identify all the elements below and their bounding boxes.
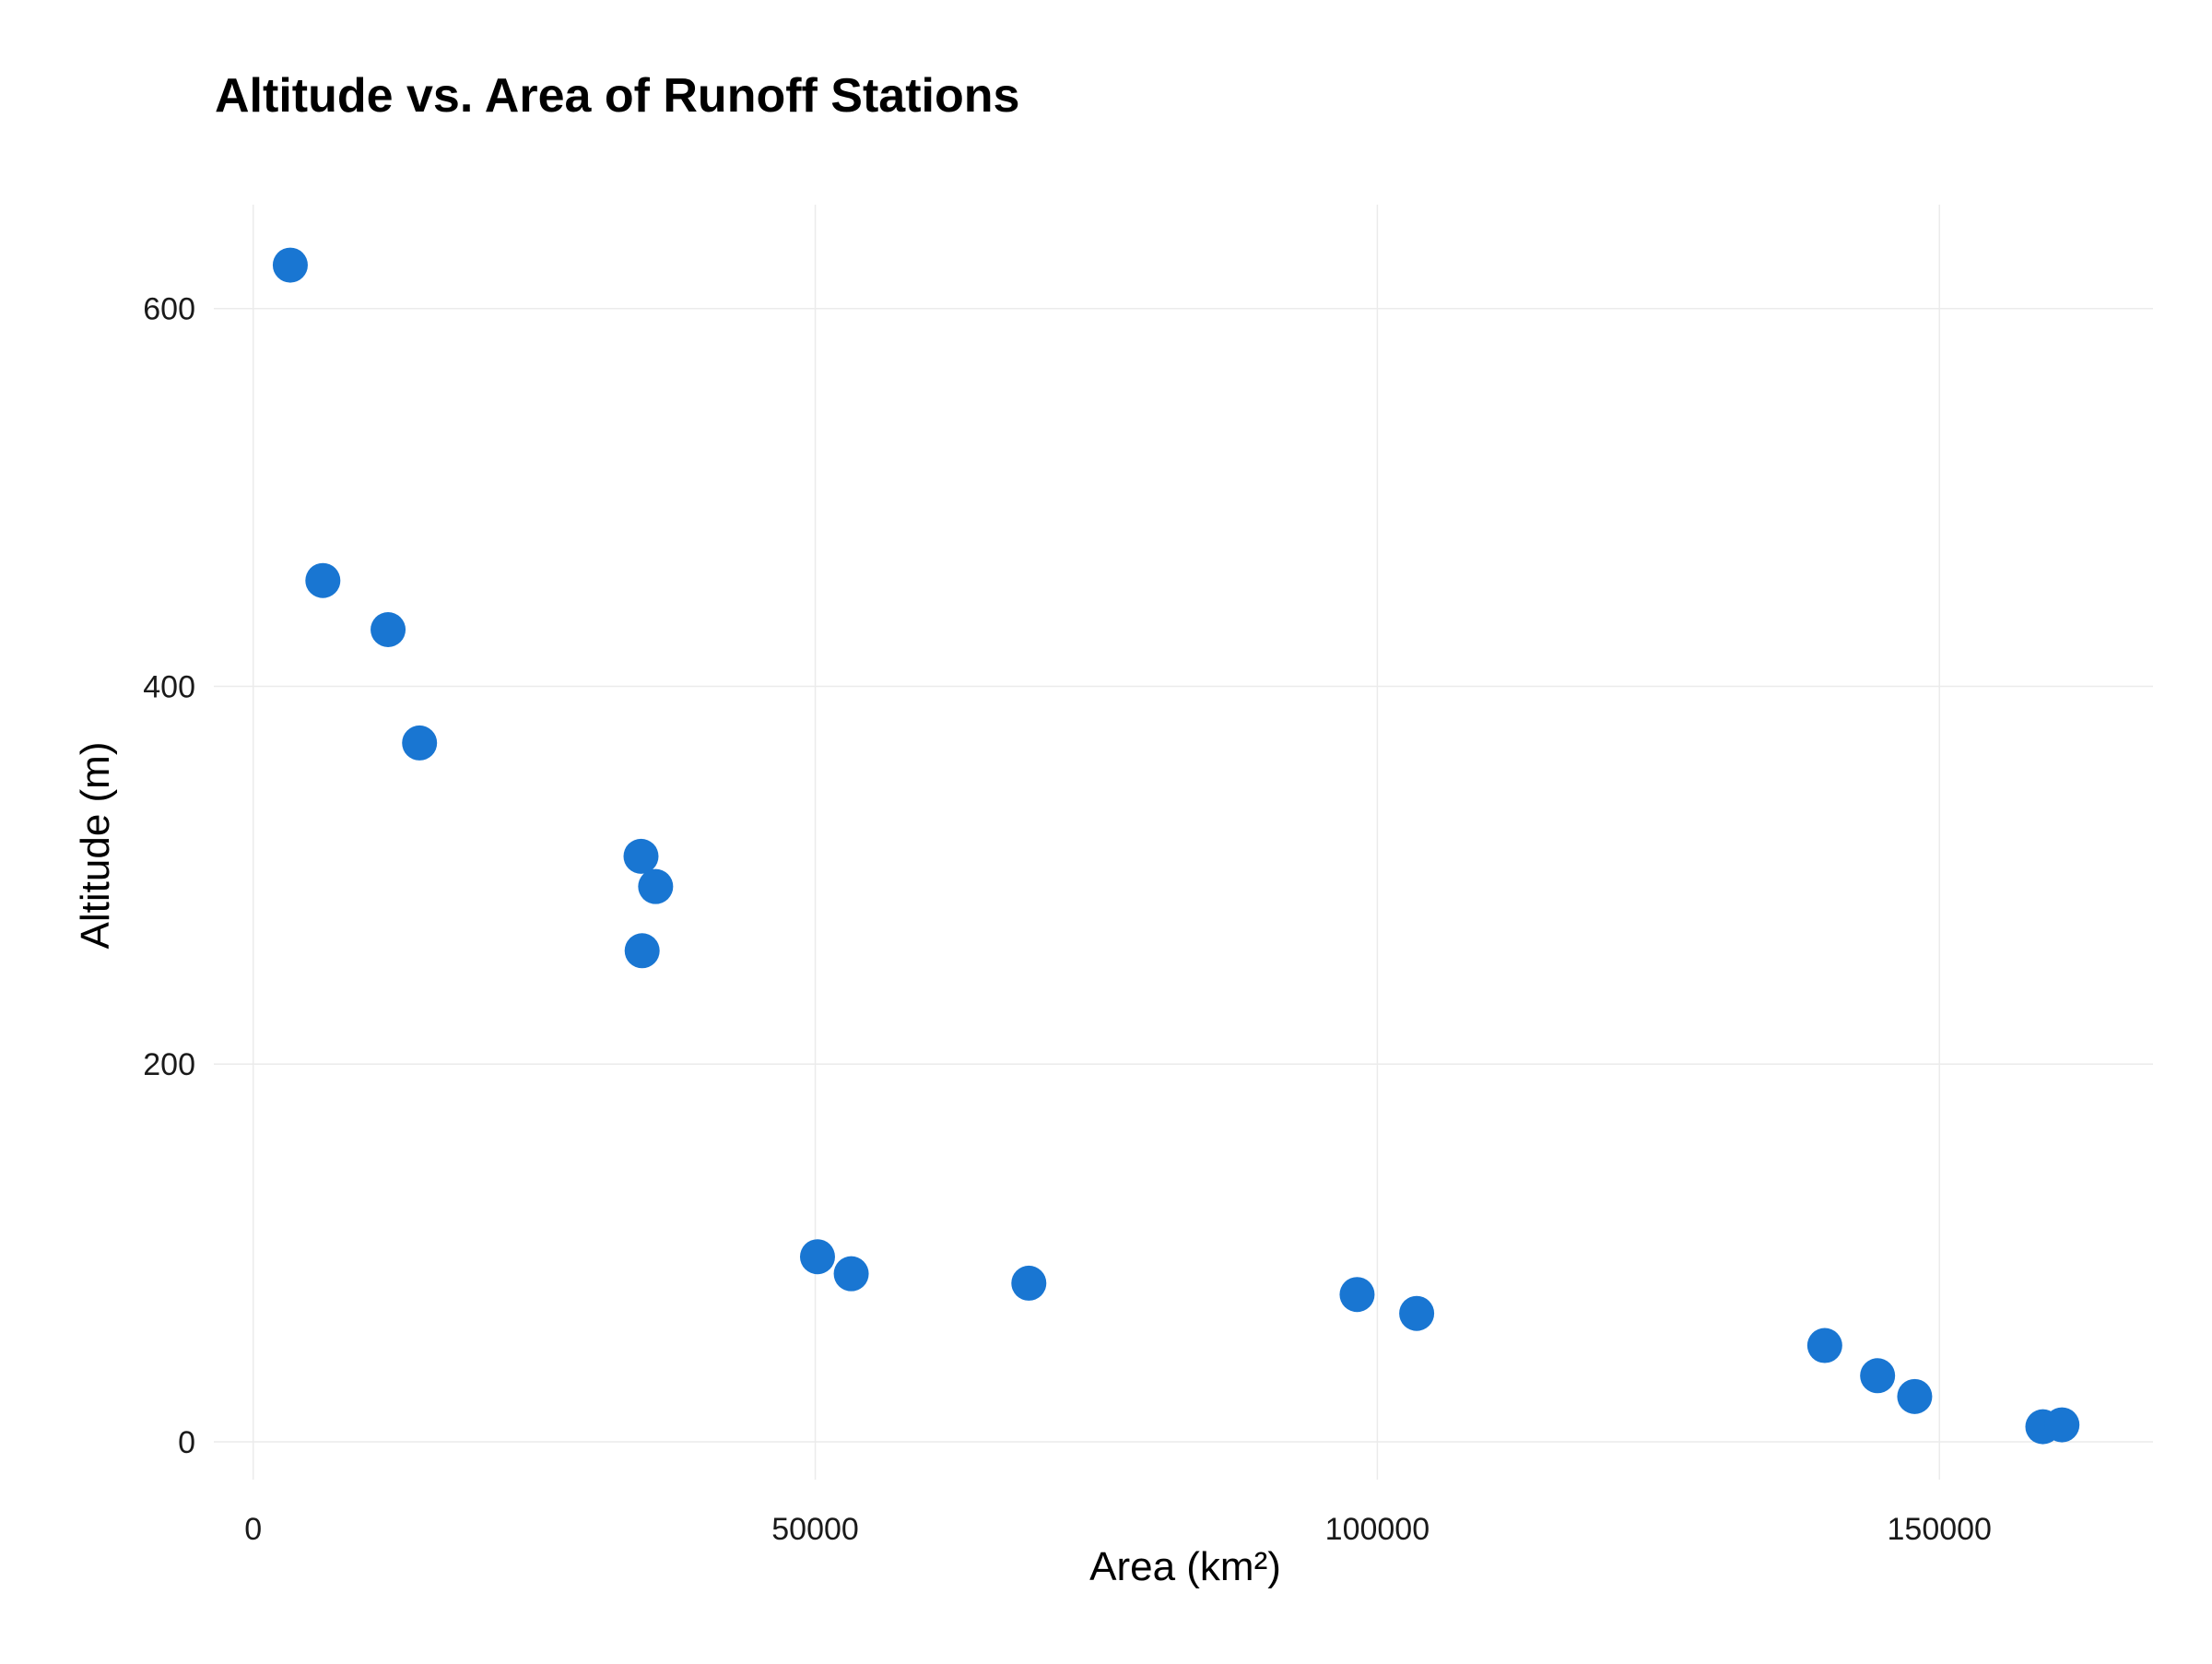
data-point	[624, 933, 660, 969]
y-tick-label: 0	[178, 1425, 195, 1460]
grid-lines	[214, 205, 2153, 1480]
y-tick-label: 400	[143, 669, 195, 704]
y-axis-label: Altitude (m)	[73, 742, 118, 950]
x-tick-label: 0	[244, 1512, 262, 1547]
data-point	[1860, 1358, 1896, 1394]
data-point	[1897, 1378, 1933, 1414]
y-tick-label: 200	[143, 1047, 195, 1082]
y-tick-label: 600	[143, 292, 195, 327]
data-points	[272, 247, 2080, 1445]
data-point	[305, 562, 341, 598]
x-tick-label: 150000	[1888, 1512, 1992, 1547]
data-point	[638, 868, 674, 904]
data-point	[1806, 1328, 1842, 1363]
data-point	[1399, 1295, 1435, 1331]
data-point	[2044, 1407, 2080, 1443]
tick-labels: 0 50000 100000 150000 0 200 400 600	[143, 292, 1992, 1547]
x-tick-label: 100000	[1325, 1512, 1430, 1547]
data-point	[1339, 1277, 1375, 1313]
x-tick-label: 50000	[771, 1512, 859, 1547]
data-point	[402, 725, 438, 761]
data-point	[1011, 1265, 1047, 1301]
data-point	[833, 1256, 869, 1292]
chart-title: Altitude vs. Area of Runoff Stations	[215, 69, 1019, 123]
x-axis-label: Area (km²)	[1089, 1544, 1281, 1589]
data-point	[371, 612, 406, 647]
data-point	[623, 838, 659, 874]
data-point	[799, 1239, 835, 1275]
data-point	[272, 247, 308, 283]
